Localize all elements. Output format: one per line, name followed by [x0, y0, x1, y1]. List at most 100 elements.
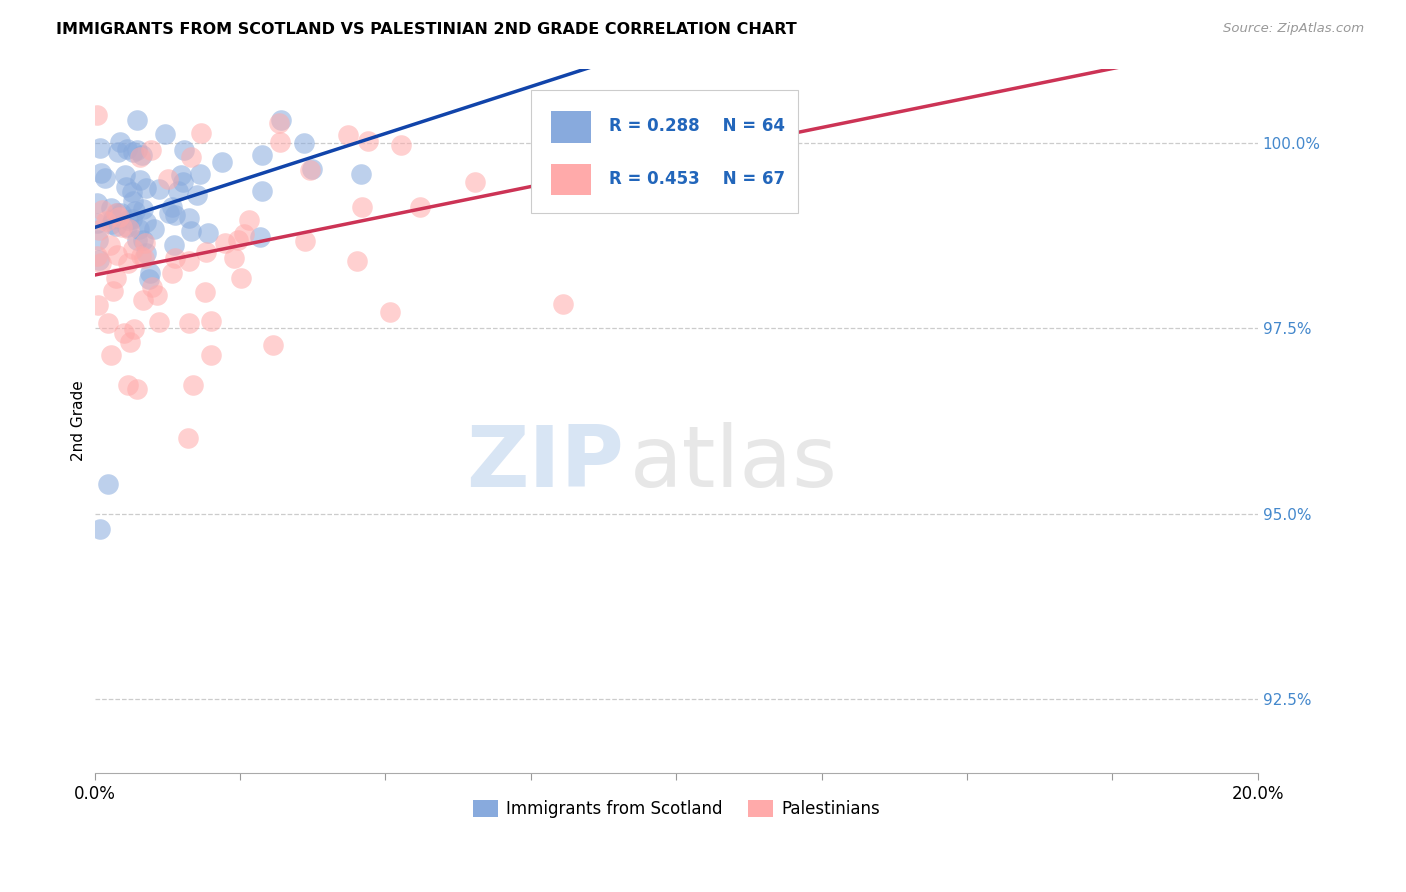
Point — [135, 245, 157, 260]
Point — [131, 249, 153, 263]
Text: atlas: atlas — [630, 422, 838, 505]
Point — [389, 137, 412, 152]
Point — [110, 135, 132, 149]
Point — [146, 288, 169, 302]
Point — [177, 431, 200, 445]
Point — [153, 127, 176, 141]
Point — [214, 236, 236, 251]
Point — [128, 222, 150, 236]
Text: R = 0.288    N = 64: R = 0.288 N = 64 — [609, 118, 785, 136]
Point — [134, 252, 156, 266]
Point — [270, 113, 292, 128]
Point — [186, 187, 208, 202]
Point — [86, 196, 108, 211]
Point — [114, 168, 136, 182]
Point — [166, 184, 188, 198]
Point — [262, 337, 284, 351]
Point — [163, 238, 186, 252]
Point — [87, 222, 110, 236]
Point — [226, 233, 249, 247]
Point — [132, 293, 155, 308]
Point — [117, 213, 139, 227]
Point — [101, 212, 124, 227]
Point — [301, 162, 323, 177]
Point — [229, 270, 252, 285]
Point — [160, 267, 183, 281]
Point — [96, 214, 118, 228]
Point — [124, 322, 146, 336]
Point — [105, 271, 128, 285]
Point — [117, 378, 139, 392]
Point — [132, 202, 155, 216]
Point — [188, 167, 211, 181]
Point — [122, 242, 145, 256]
Point — [350, 167, 373, 181]
Point — [200, 348, 222, 362]
Point — [224, 251, 246, 265]
Point — [553, 297, 575, 311]
Point — [380, 305, 402, 319]
Point — [105, 206, 128, 220]
Point — [129, 150, 152, 164]
Point — [87, 298, 110, 312]
Point — [170, 168, 193, 182]
Point — [141, 280, 163, 294]
Point — [138, 271, 160, 285]
Y-axis label: 2nd Grade: 2nd Grade — [72, 381, 86, 461]
Point — [86, 108, 108, 122]
Point — [190, 126, 212, 140]
Point — [267, 116, 290, 130]
Point — [180, 151, 202, 165]
Point — [100, 217, 122, 231]
FancyBboxPatch shape — [551, 164, 592, 195]
Point — [90, 256, 112, 270]
Point — [249, 230, 271, 244]
Point — [107, 210, 129, 224]
Point — [100, 348, 122, 362]
Point — [131, 148, 153, 162]
Point — [125, 144, 148, 158]
Point — [252, 185, 274, 199]
Text: IMMIGRANTS FROM SCOTLAND VS PALESTINIAN 2ND GRADE CORRELATION CHART: IMMIGRANTS FROM SCOTLAND VS PALESTINIAN … — [56, 22, 797, 37]
Point — [125, 113, 148, 128]
Point — [111, 219, 134, 234]
Point — [193, 285, 215, 299]
Point — [105, 219, 128, 233]
Legend: Immigrants from Scotland, Palestinians: Immigrants from Scotland, Palestinians — [465, 794, 886, 825]
Point — [105, 248, 128, 262]
Text: Source: ZipAtlas.com: Source: ZipAtlas.com — [1223, 22, 1364, 36]
FancyBboxPatch shape — [531, 90, 799, 213]
Point — [121, 186, 143, 200]
Text: R = 0.453    N = 67: R = 0.453 N = 67 — [609, 170, 785, 188]
Point — [357, 134, 380, 148]
Point — [87, 233, 110, 247]
Point — [292, 136, 315, 150]
Point — [122, 145, 145, 159]
Point — [163, 209, 186, 223]
Point — [134, 236, 156, 251]
Point — [86, 216, 108, 230]
Point — [173, 143, 195, 157]
Point — [148, 182, 170, 196]
Point — [346, 253, 368, 268]
Point — [238, 212, 260, 227]
Point — [163, 251, 186, 265]
Point — [181, 378, 204, 392]
Point — [172, 175, 194, 189]
Point — [294, 234, 316, 248]
Point — [124, 203, 146, 218]
Point — [90, 166, 112, 180]
Point — [336, 128, 359, 142]
Point — [135, 215, 157, 229]
Point — [156, 172, 179, 186]
Point — [125, 382, 148, 396]
Point — [89, 253, 111, 268]
Point — [89, 141, 111, 155]
Point — [97, 316, 120, 330]
Point — [97, 477, 120, 491]
Point — [352, 200, 374, 214]
Point — [180, 224, 202, 238]
Point — [121, 211, 143, 226]
Point — [128, 173, 150, 187]
Text: ZIP: ZIP — [467, 422, 624, 505]
